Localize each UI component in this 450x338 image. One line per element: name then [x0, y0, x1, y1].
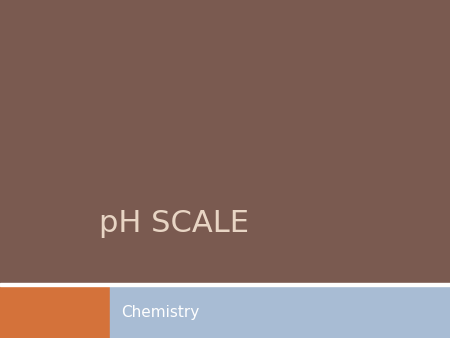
Bar — [0, 286, 110, 338]
Bar — [110, 286, 450, 338]
Text: Chemistry: Chemistry — [122, 305, 200, 319]
Text: pH SCALE: pH SCALE — [99, 209, 249, 238]
Bar — [0, 283, 450, 286]
